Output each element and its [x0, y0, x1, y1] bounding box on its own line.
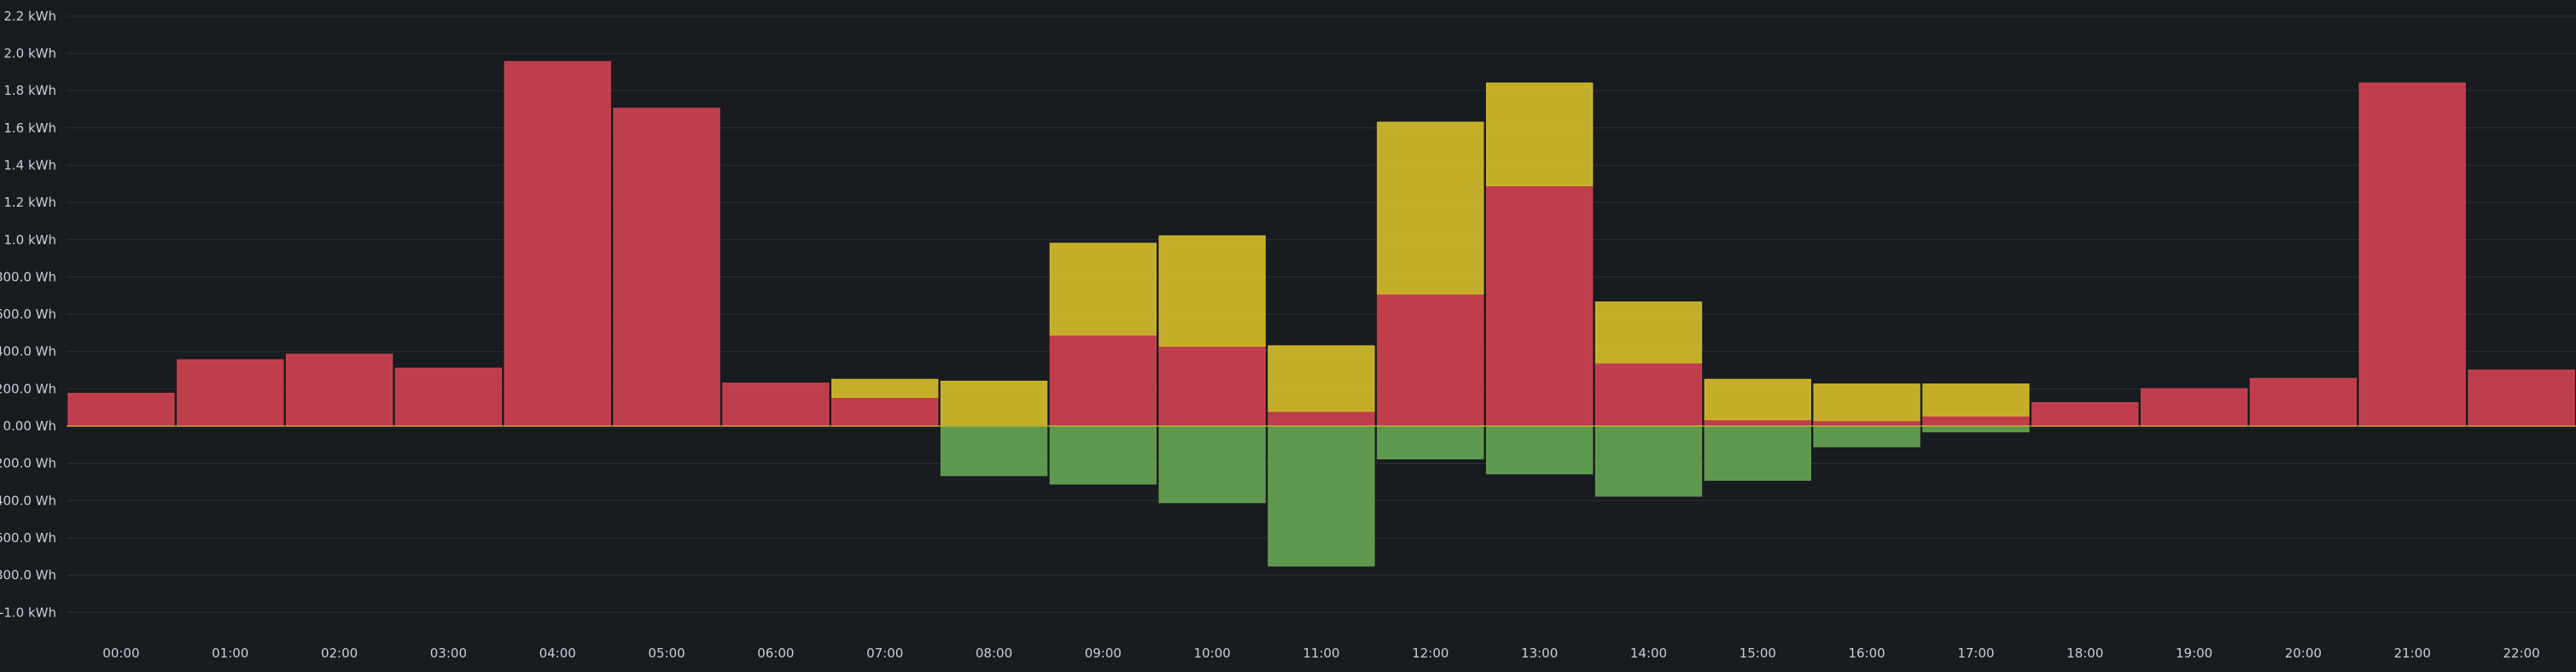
y-tick-label: -600.0 Wh: [0, 530, 56, 546]
x-tick-label: 00:00: [102, 646, 139, 661]
bar-segment-0800-s2[interactable]: [940, 425, 1048, 476]
bar-segment-1600-s1[interactable]: [1813, 383, 1920, 422]
bar-segment-0700-s1[interactable]: [831, 378, 939, 398]
x-tick-label: 06:00: [757, 646, 794, 661]
bar-layer: [67, 61, 2575, 567]
bar-segment-1200-s2[interactable]: [1377, 425, 1484, 459]
y-tick-label: 1.2 kWh: [3, 195, 56, 210]
bar-segment-1300-s0[interactable]: [1485, 184, 1594, 427]
y-tick-label: -200.0 Wh: [0, 456, 56, 471]
bar-segment-1400-s2[interactable]: [1594, 425, 1703, 497]
bar-segment-1700-s0[interactable]: [1922, 415, 2030, 427]
bar-segment-0000-s0[interactable]: [67, 393, 175, 427]
bar-segment-0700-s0[interactable]: [831, 396, 939, 427]
y-tick-label: 1.4 kWh: [3, 157, 56, 172]
bar-segment-0300-s0[interactable]: [394, 367, 503, 427]
y-tick-label: 2.0 kWh: [3, 46, 56, 61]
x-tick-label: 18:00: [2066, 646, 2103, 661]
bar-segment-1000-s2[interactable]: [1158, 425, 1266, 504]
bar-segment-1600-s2[interactable]: [1813, 425, 1920, 447]
y-tick-label: 0.00 Wh: [3, 418, 56, 434]
y-tick-label: 1.0 kWh: [3, 232, 56, 248]
x-tick-label: 14:00: [1630, 646, 1667, 661]
x-tick-label: 13:00: [1521, 646, 1558, 661]
bar-segment-1500-s0[interactable]: [1704, 418, 1811, 427]
x-tick-label: 01:00: [212, 646, 248, 661]
x-tick-label: 05:00: [648, 646, 685, 661]
bar-segment-1700-s2[interactable]: [1922, 425, 2030, 433]
y-tick-label: 1.8 kWh: [3, 83, 56, 98]
y-tick-label: -1.0 kWh: [0, 605, 56, 620]
y-tick-label: 200.0 Wh: [0, 381, 56, 396]
y-tick-label: 1.6 kWh: [3, 120, 56, 136]
x-tick-label: 21:00: [2394, 646, 2431, 661]
x-tick-label: 08:00: [976, 646, 1012, 661]
x-tick-label: 09:00: [1085, 646, 1122, 661]
bar-segment-1900-s0[interactable]: [2140, 388, 2248, 427]
x-tick-label: 15:00: [1740, 646, 1776, 661]
x-tick-label: 10:00: [1194, 646, 1231, 661]
bar-segment-1800-s0[interactable]: [2031, 401, 2139, 427]
x-tick-label: 16:00: [1849, 646, 1885, 661]
bar-segment-1500-s2[interactable]: [1704, 425, 1811, 482]
x-tick-label: 11:00: [1303, 646, 1339, 661]
y-tick-label: 600.0 Wh: [0, 307, 56, 322]
bar-segment-1100-s1[interactable]: [1268, 345, 1375, 412]
x-tick-label: 12:00: [1412, 646, 1448, 661]
bar-segment-2200-s0[interactable]: [2468, 369, 2575, 427]
bar-segment-1700-s1[interactable]: [1922, 383, 2030, 417]
x-tick-label: 04:00: [539, 646, 576, 661]
bar-segment-0500-s0[interactable]: [613, 108, 720, 427]
x-tick-label: 03:00: [430, 646, 467, 661]
bar-segment-0200-s0[interactable]: [285, 354, 393, 427]
bar-segment-2000-s0[interactable]: [2249, 377, 2357, 427]
bar-segment-1200-s1[interactable]: [1377, 121, 1484, 295]
x-tick-label: 17:00: [1957, 646, 1994, 661]
y-tick-label: 800.0 Wh: [0, 269, 56, 284]
x-tick-label: 02:00: [321, 646, 358, 661]
bar-segment-1300-s2[interactable]: [1485, 425, 1594, 475]
axis-layer: 2.2 kWh 2.0 kWh 1.8 kWh 1.6 kWh 1.4 kWh 1.2 k…: [0, 9, 2576, 661]
y-tick-label: 2.2 kWh: [3, 9, 56, 24]
bar-segment-1100-s0[interactable]: [1268, 410, 1375, 427]
bar-segment-0800-s1[interactable]: [940, 380, 1048, 427]
y-tick-label: -800.0 Wh: [0, 568, 56, 583]
bar-segment-0900-s2[interactable]: [1049, 425, 1157, 485]
x-tick-label: 19:00: [2176, 646, 2212, 661]
bar-segment-1600-s0[interactable]: [1813, 419, 1920, 427]
bar-segment-0900-s1[interactable]: [1049, 243, 1157, 336]
bar-segment-1200-s0[interactable]: [1377, 293, 1484, 427]
x-tick-label: 20:00: [2285, 646, 2322, 661]
bar-segment-1000-s1[interactable]: [1158, 235, 1266, 347]
bar-segment-1500-s1[interactable]: [1704, 378, 1811, 421]
bar-segment-0100-s0[interactable]: [177, 359, 284, 427]
bar-segment-1300-s1[interactable]: [1485, 82, 1594, 187]
x-tick-label: 07:00: [866, 646, 903, 661]
y-tick-label: -400.0 Wh: [0, 493, 56, 508]
bar-segment-0900-s0[interactable]: [1049, 334, 1157, 427]
bar-segment-1100-s2[interactable]: [1268, 425, 1375, 567]
bar-segment-2100-s0[interactable]: [2358, 82, 2466, 427]
bar-segment-1400-s1[interactable]: [1594, 301, 1703, 364]
bar-segment-0400-s0[interactable]: [504, 61, 611, 427]
x-tick-label: 22:00: [2503, 646, 2539, 661]
bar-segment-1000-s0[interactable]: [1158, 345, 1266, 427]
bar-segment-0600-s0[interactable]: [722, 383, 830, 427]
y-tick-label: 400.0 Wh: [0, 344, 56, 359]
bar-segment-1400-s0[interactable]: [1594, 362, 1703, 427]
